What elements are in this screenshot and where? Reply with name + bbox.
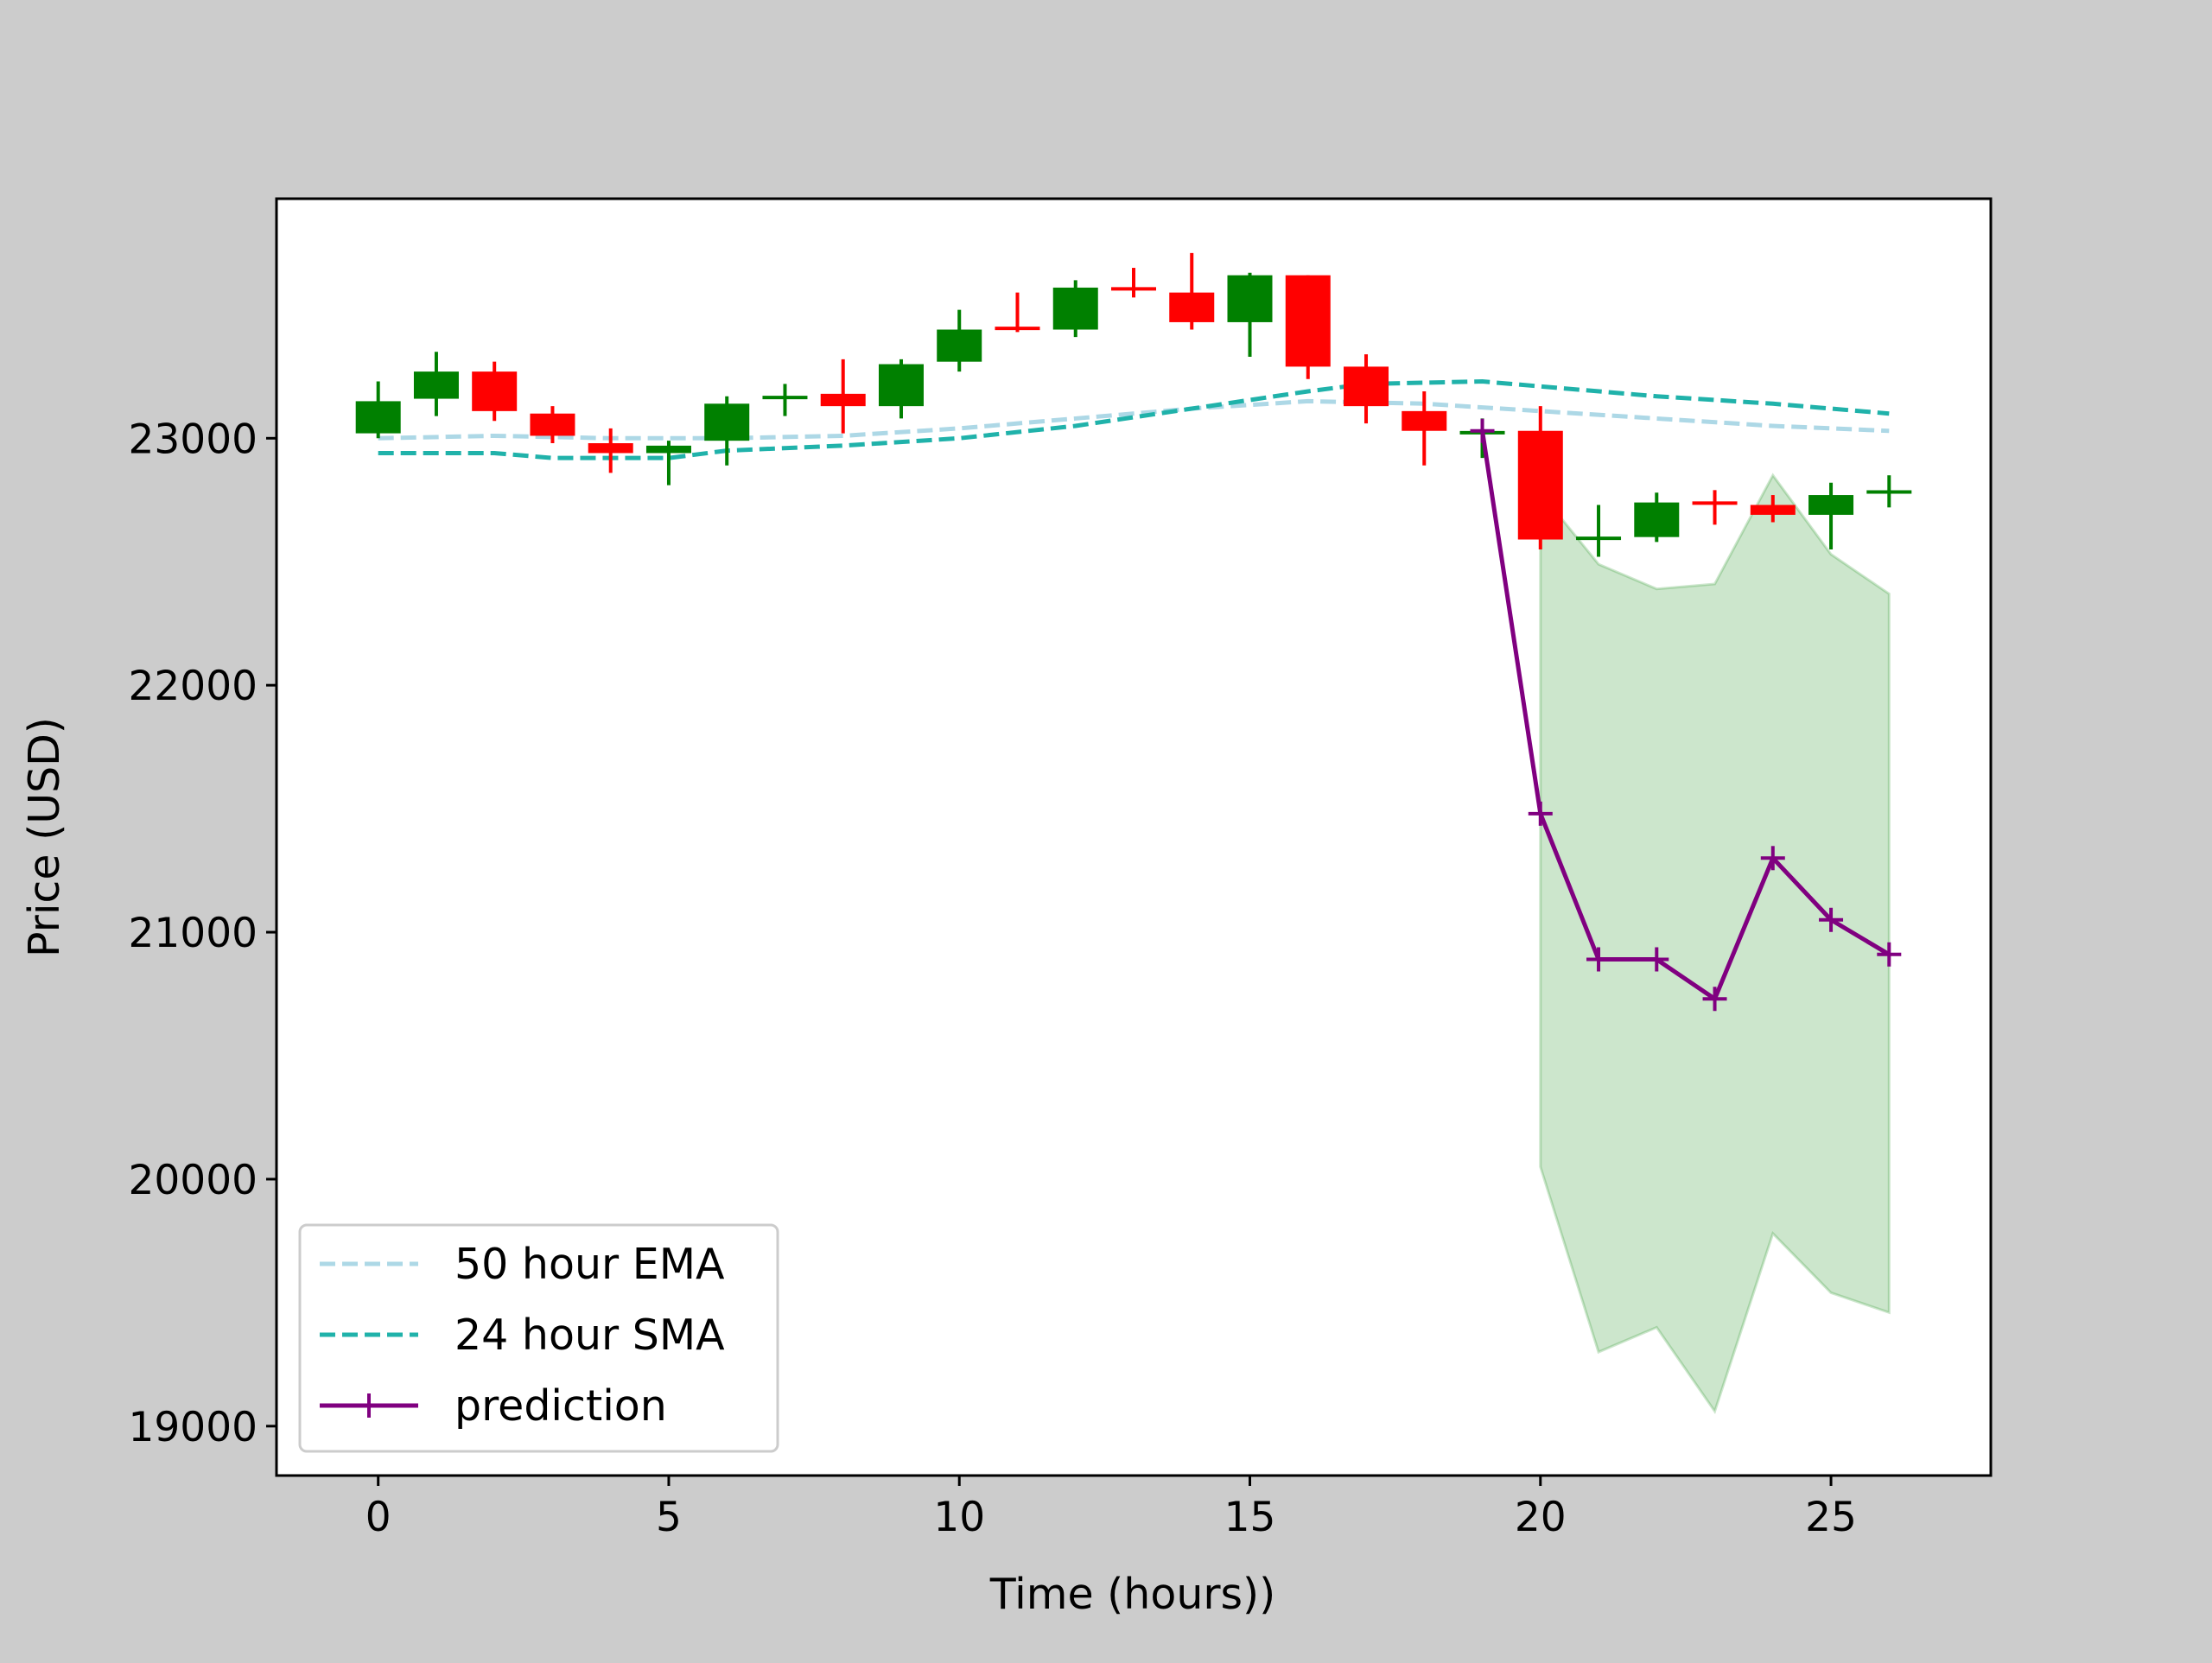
candle [588, 428, 633, 473]
prediction-marker [1702, 987, 1727, 1012]
x-tick-label: 15 [1224, 1494, 1276, 1541]
legend-entry: 24 hour SMA [320, 1311, 725, 1360]
prediction-marker [1819, 907, 1844, 932]
y-tick-label: 23000 [128, 416, 257, 463]
x-tick-label: 20 [1515, 1494, 1567, 1541]
y-tick-label: 20000 [128, 1157, 257, 1204]
candle [1517, 406, 1563, 549]
y-tick-label: 19000 [128, 1404, 257, 1451]
candle-body [1344, 366, 1389, 407]
candle [820, 359, 866, 434]
candle [1052, 280, 1098, 338]
candle-body [1285, 275, 1331, 367]
plot-frame [275, 197, 1993, 1477]
candle [995, 292, 1040, 333]
y-tick-label: 22000 [128, 663, 257, 710]
candle [472, 361, 518, 422]
x-axis-label: Time (hours)) [989, 1570, 1276, 1619]
prediction-marker [1528, 801, 1553, 826]
prediction-marker [1760, 846, 1785, 871]
candle [937, 309, 982, 372]
legend: 50 hour EMA 24 hour SMA prediction [298, 1223, 779, 1453]
prediction-line [1480, 430, 1891, 1001]
candle-body [1169, 292, 1215, 322]
candle-body [704, 403, 750, 441]
candle [1111, 268, 1156, 298]
candle-body [820, 393, 866, 407]
candle [1576, 505, 1622, 557]
x-tick-label: 10 [933, 1494, 985, 1541]
candle [530, 406, 575, 444]
candle [1808, 482, 1854, 549]
y-axis-label: Price (USD) [20, 717, 69, 957]
candle [1285, 275, 1331, 379]
prediction-band-layer [1539, 473, 1891, 1415]
y-axis-ticks: 19000 20000 21000 22000 23000 [128, 416, 276, 1451]
legend-entry: 50 hour EMA [320, 1240, 725, 1289]
legend-label: prediction [454, 1381, 667, 1431]
prediction-marker [1644, 947, 1669, 972]
candle-body [1227, 275, 1273, 322]
candle-body [530, 413, 575, 436]
prediction-layer [1470, 418, 1902, 1012]
candle [762, 384, 808, 416]
candle-body [878, 364, 924, 407]
x-tick-label: 0 [365, 1494, 391, 1541]
candle [704, 396, 750, 466]
legend-entry: prediction [320, 1381, 667, 1431]
candle [355, 381, 401, 439]
candle [645, 441, 691, 486]
candle-body [1052, 287, 1098, 330]
candles-layer [355, 252, 1912, 557]
candle-body [1750, 505, 1796, 515]
candle [1866, 475, 1912, 508]
x-axis-ticks: 0 5 10 15 20 25 [365, 1476, 1857, 1541]
prediction-confidence-band [1539, 473, 1891, 1415]
prediction-marker [1877, 942, 1902, 967]
candle-body [645, 445, 691, 454]
x-tick-label: 5 [656, 1494, 682, 1541]
legend-box [298, 1223, 779, 1453]
candle-body [1402, 410, 1447, 431]
ema-line [378, 398, 1890, 441]
x-tick-label: 25 [1805, 1494, 1857, 1541]
candle [1692, 490, 1738, 525]
candle [413, 352, 459, 416]
candle-body [413, 371, 459, 399]
candle-body [1808, 495, 1854, 515]
candle-body [937, 329, 982, 362]
candle [878, 359, 924, 419]
candle-body [588, 443, 633, 454]
candle [1227, 272, 1273, 357]
candle [1344, 354, 1389, 424]
prediction-marker [1470, 418, 1495, 443]
prediction-marker [1586, 947, 1611, 972]
legend-label: 24 hour SMA [454, 1311, 725, 1360]
candle-body [1634, 502, 1680, 537]
candle [1169, 252, 1215, 330]
candle-body [355, 401, 401, 434]
y-tick-label: 21000 [128, 910, 257, 957]
candle [1750, 495, 1796, 523]
candle [1634, 492, 1680, 543]
candle-body [1517, 430, 1563, 540]
candle [1402, 390, 1447, 466]
candle-body [472, 371, 518, 411]
legend-label: 50 hour EMA [454, 1240, 725, 1289]
